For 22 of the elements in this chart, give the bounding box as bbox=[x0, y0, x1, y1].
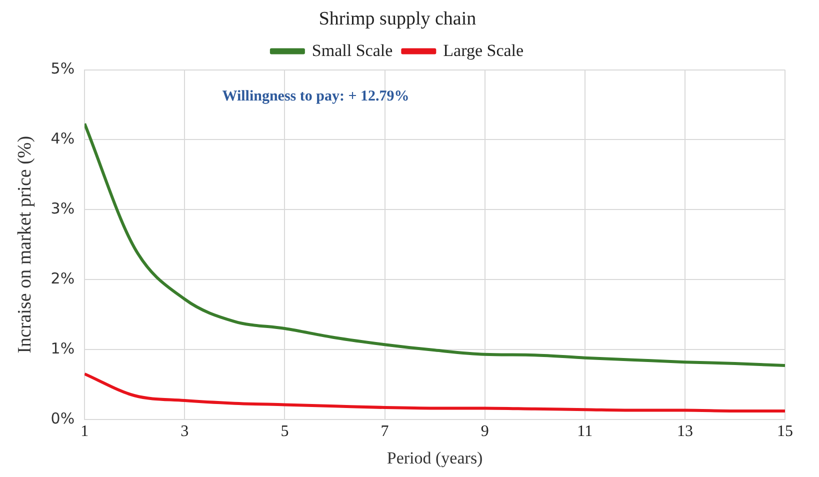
x-tick-label: 3 bbox=[180, 423, 189, 440]
line-series bbox=[84, 122, 785, 368]
y-axis-title: Incraise on market price (%) bbox=[14, 136, 36, 354]
x-tick-label: 9 bbox=[480, 423, 489, 440]
y-tick-label: 1% bbox=[50, 339, 75, 358]
y-tick-label: 3% bbox=[50, 200, 75, 218]
x-tick-label: 15 bbox=[777, 423, 793, 440]
legend-label: Large Scale bbox=[443, 40, 524, 60]
line-series bbox=[84, 372, 785, 413]
x-tick-label: 7 bbox=[380, 423, 389, 440]
x-axis-title: Period (years) bbox=[386, 448, 483, 468]
x-tick-label: 11 bbox=[577, 423, 593, 440]
x-tick-label: 1 bbox=[80, 423, 89, 440]
x-tick-label: 5 bbox=[280, 423, 289, 440]
annotation: Willingness to pay: + 12.79% bbox=[222, 88, 410, 105]
chart-title: Shrimp supply chain bbox=[318, 8, 477, 30]
y-tick-label: 0% bbox=[50, 409, 75, 428]
x-tick-label: 13 bbox=[676, 423, 693, 440]
y-tick-label: 4% bbox=[50, 130, 75, 148]
y-tick-label: 5% bbox=[50, 60, 75, 78]
legend-label: Small Scale bbox=[312, 40, 393, 60]
y-tick-label: 2% bbox=[50, 269, 75, 288]
